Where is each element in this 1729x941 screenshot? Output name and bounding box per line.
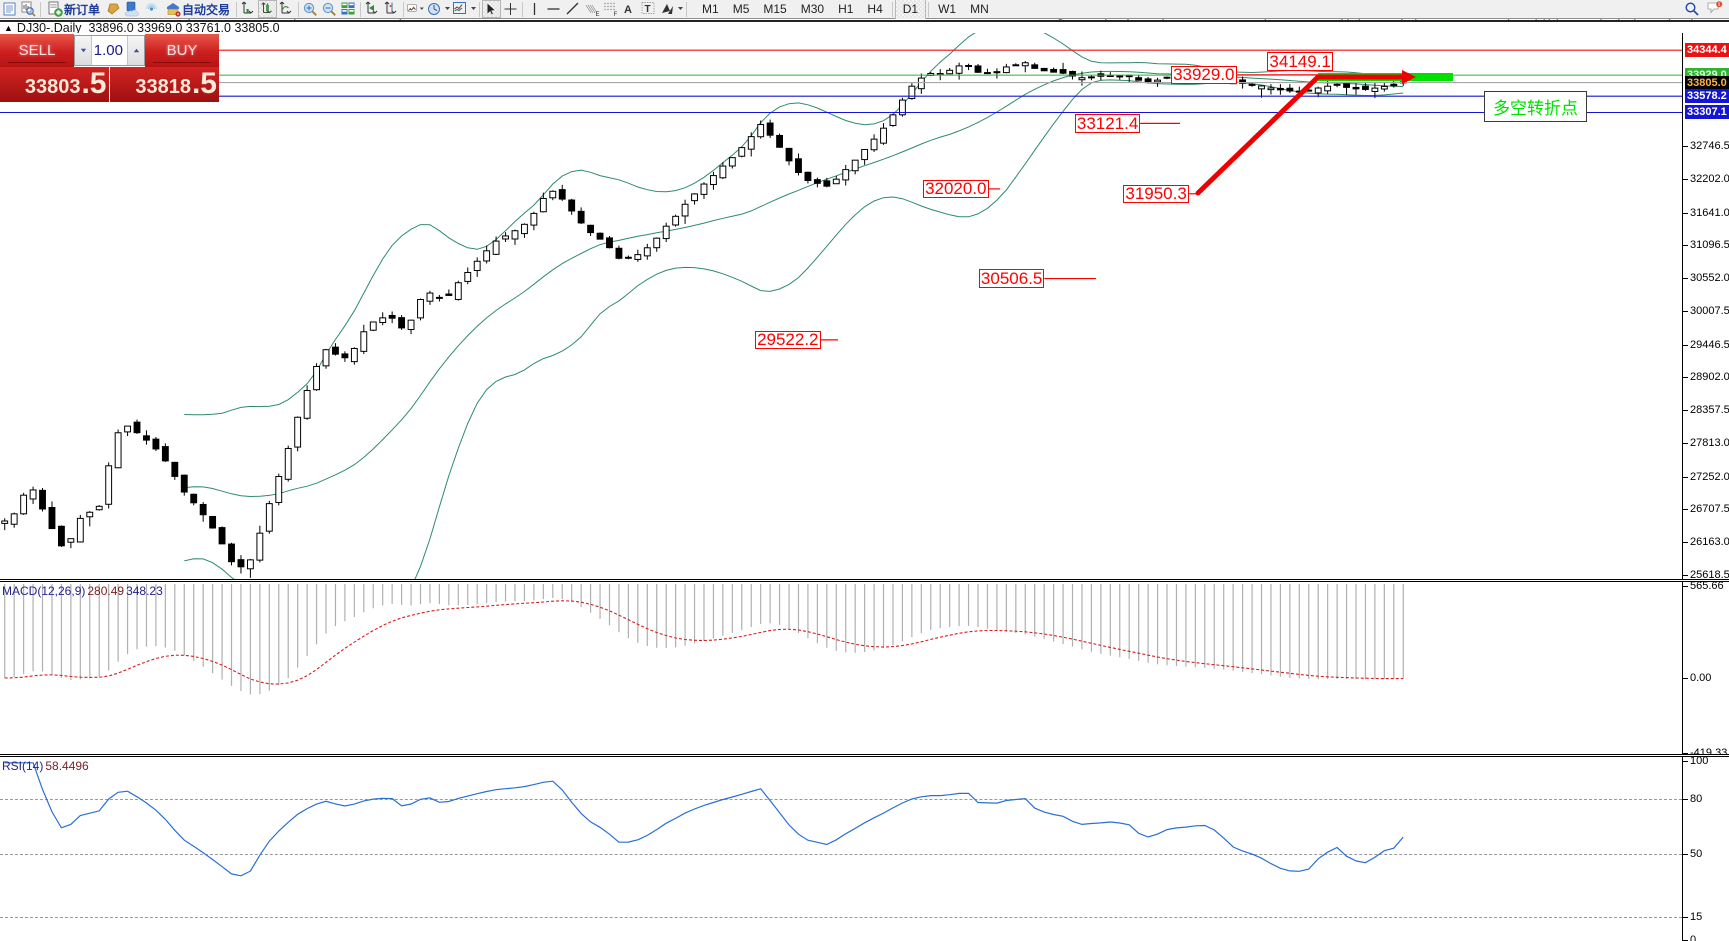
svg-text:E: E [596, 12, 600, 18]
svg-text:A: A [624, 4, 632, 16]
svg-text:F: F [614, 12, 618, 18]
svg-text:1: 1 [1718, 1, 1721, 7]
svg-text:T: T [645, 4, 651, 15]
